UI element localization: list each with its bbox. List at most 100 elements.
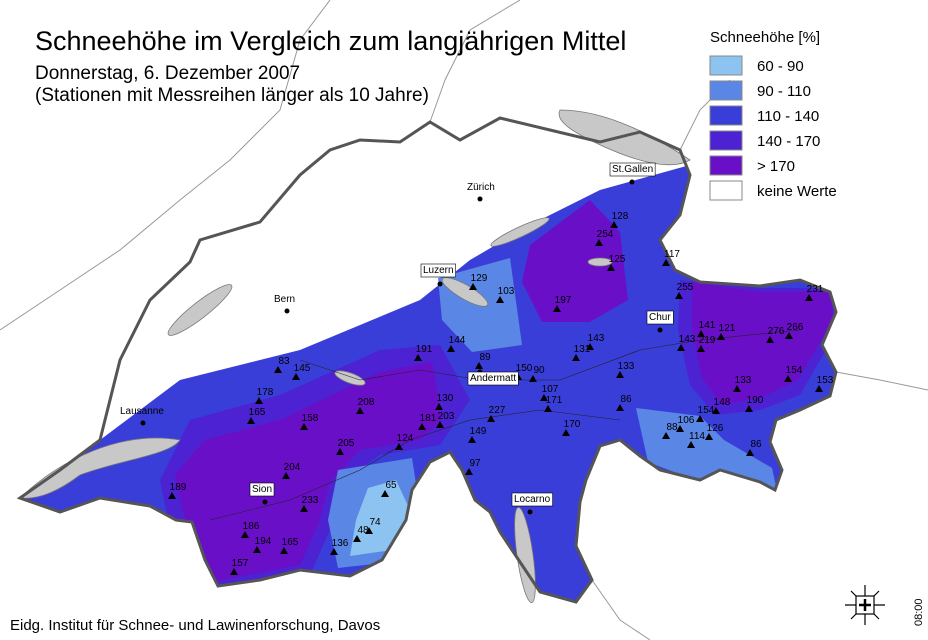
city-dot [657,327,663,333]
station-marker [330,548,338,555]
cities: St.Gallen Zürich Luzern Chur Bern Andermatt La… [120,162,674,515]
slf-logo [845,585,885,625]
station-value: 204 [284,462,301,473]
city-dot [284,308,290,314]
city-dot [477,196,483,202]
station-value: 136 [332,538,349,549]
station-marker [395,443,403,450]
station-value: 131 [574,344,591,355]
station-marker [675,292,683,299]
city-label: Andermatt [470,373,516,384]
station-value: 165 [282,537,299,548]
station-marker [677,344,685,351]
station-value: 276 [768,326,785,337]
station-value: 203 [438,411,455,422]
station-value: 219 [699,335,716,346]
station-marker [562,429,570,436]
station-marker [336,448,344,455]
city-label-box [609,162,656,177]
station-value: 145 [294,363,311,374]
station-value: 121 [719,323,736,334]
station-value: 90 [533,365,545,376]
station-value: 170 [564,419,581,430]
snow-region [692,282,834,405]
station-value: 205 [338,438,355,449]
station-marker [662,432,670,439]
station-value: 97 [469,458,481,469]
station-marker [468,436,476,443]
station-marker [280,547,288,554]
station-marker [785,332,793,339]
station-marker [616,371,624,378]
legend-label: 60 - 90 [757,58,804,75]
station-value: 149 [470,426,487,437]
legend-title: Schneehöhe [%] [710,29,820,46]
legend-label: > 170 [757,158,795,175]
station-marker [435,403,443,410]
station-marker [745,405,753,412]
station-value: 197 [555,295,572,306]
city-label: St.Gallen [612,164,653,175]
station-marker [529,375,537,382]
station-value: 157 [232,558,249,569]
station-marker [436,421,444,428]
station-marker [607,264,615,271]
legend-label: 90 - 110 [757,83,811,100]
station-marker [662,259,670,266]
city-label: Zürich [467,182,495,193]
legend-swatch [709,130,743,151]
station-value: 65 [385,480,397,491]
city-label: Luzern [423,265,454,276]
city-label: Bern [274,294,295,305]
station-value: 114 [689,431,705,442]
station-value: 158 [302,413,319,424]
station-value: 74 [369,517,381,528]
station-value: 191 [416,344,433,355]
station-value: 153 [817,375,834,386]
legend-label: 140 - 170 [757,133,820,150]
station-marker [253,546,261,553]
city-label: Lausanne [120,406,164,417]
station-value: 227 [489,405,506,416]
city-label-box [646,310,674,325]
footer: Eidg. Institut für Schnee- und Lawinenfo… [10,617,380,634]
station-value: 128 [612,211,629,222]
city-label-box [249,482,275,497]
station-marker [696,415,704,422]
station-value: 88 [666,422,678,433]
station-value: 133 [618,361,635,372]
city-dot [437,281,443,287]
station-marker [733,385,741,392]
station-marker [544,405,552,412]
station-value: 178 [257,387,274,398]
station-value: 154 [786,365,803,376]
station-value: 130 [437,393,454,404]
station-marker [230,568,238,575]
station-value: 231 [807,284,824,295]
station-value: 186 [243,521,260,532]
station-marker [586,343,594,350]
station-marker [487,415,495,422]
station-value: 106 [678,415,695,426]
city-label: Chur [649,312,671,323]
station-value: 124 [397,433,414,444]
subtitle-date: Donnerstag, 6. Dezember 2007 [35,63,300,84]
station-marker [746,449,754,456]
station-value: 86 [620,394,632,405]
city-dot [629,179,635,185]
station-value: 208 [358,397,375,408]
station-marker [475,362,483,369]
city-label-box [467,371,519,386]
station-marker [815,385,823,392]
station-value: 143 [588,333,605,344]
station-marker [365,527,373,534]
station-marker [168,492,176,499]
station-marker [274,366,282,373]
station-marker [353,535,361,542]
station-value: 255 [677,282,694,293]
station-value: 107 [542,384,559,395]
station-value: 165 [249,407,266,418]
station-marker [616,404,624,411]
